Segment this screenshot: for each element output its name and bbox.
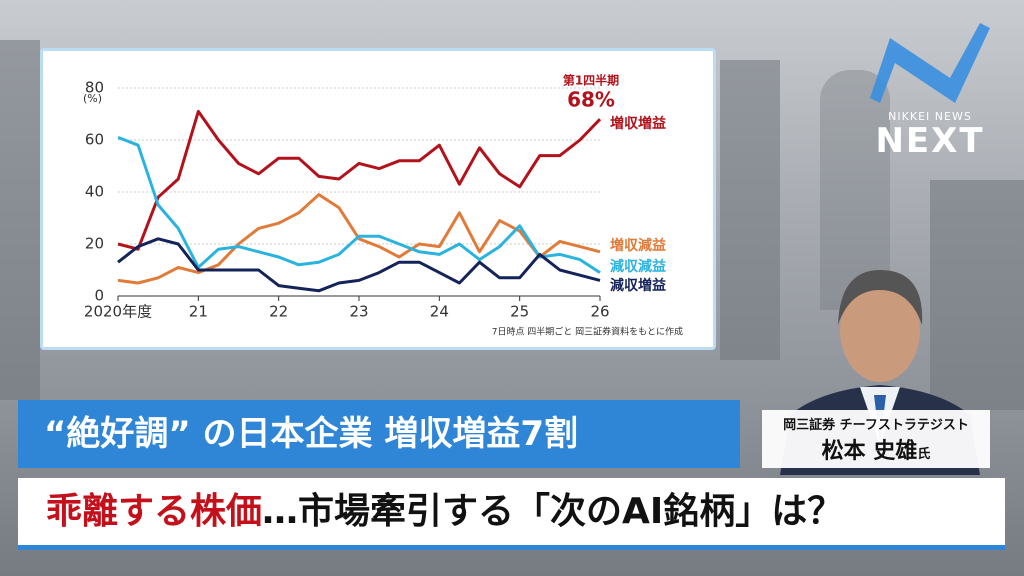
y-tick-label: 80	[85, 79, 104, 97]
guest-title: 岡三証券 チーフストラテジスト	[783, 418, 969, 433]
background-building	[0, 40, 40, 400]
legend-label: 増収増益	[610, 115, 666, 132]
series-line	[117, 193, 601, 285]
annotation: 68%	[567, 88, 615, 112]
guest-caption: 岡三証券 チーフストラテジスト 松本 史雄氏	[762, 410, 990, 468]
background-building	[930, 180, 1024, 410]
x-tick-label: 26	[590, 303, 609, 321]
footnote: 7日時点 四半期ごと 岡三証券資料をもとに作成	[492, 326, 683, 338]
y-unit: (%)	[83, 92, 102, 105]
y-tick-label: 60	[85, 131, 104, 149]
legend-label: 減収減益	[610, 258, 666, 275]
logo-mark	[870, 23, 990, 103]
chart: (%) 第1四半期 68% 7日時点 四半期ごと 岡三証券資料をもとに作成 02…	[83, 73, 683, 338]
y-tick-label: 20	[85, 235, 104, 253]
y-tick-label: 40	[85, 183, 104, 201]
x-tick-label: 24	[430, 303, 449, 321]
guest-name: 松本 史雄	[821, 439, 918, 464]
headline: “絶好調” の日本企業 増収増益7割	[18, 400, 740, 468]
logo-name: NEXT	[875, 121, 985, 161]
caption-highlight: 乖離する株価	[46, 491, 263, 532]
series-line	[117, 136, 601, 274]
legend-label: 減収増益	[610, 277, 666, 294]
y-tick-label: 0	[94, 287, 104, 305]
guest-name-line: 松本 史雄氏	[762, 433, 990, 465]
legend-label: 増収減益	[610, 237, 666, 254]
background-building	[720, 60, 780, 360]
series-line	[117, 237, 601, 293]
annotation: 第1四半期	[563, 73, 619, 88]
series-line	[117, 109, 602, 251]
x-tick-label: 25	[510, 303, 529, 321]
guest-honorific: 氏	[917, 447, 931, 462]
x-tick-label: 22	[269, 303, 288, 321]
x-tick-label: 2020年度	[84, 303, 152, 321]
caption-text: …市場牽引する「次のAI銘柄」は？	[262, 491, 844, 532]
logo: NIKKEI NEWS NEXT	[860, 18, 1000, 159]
x-tick-label: 23	[349, 303, 368, 321]
x-tick-label: 21	[189, 303, 208, 321]
caption: 乖離する株価…市場牽引する「次のAI銘柄」は？	[18, 478, 1005, 550]
logo-brand: NIKKEI NEWS	[888, 110, 972, 123]
background-building	[820, 70, 890, 310]
